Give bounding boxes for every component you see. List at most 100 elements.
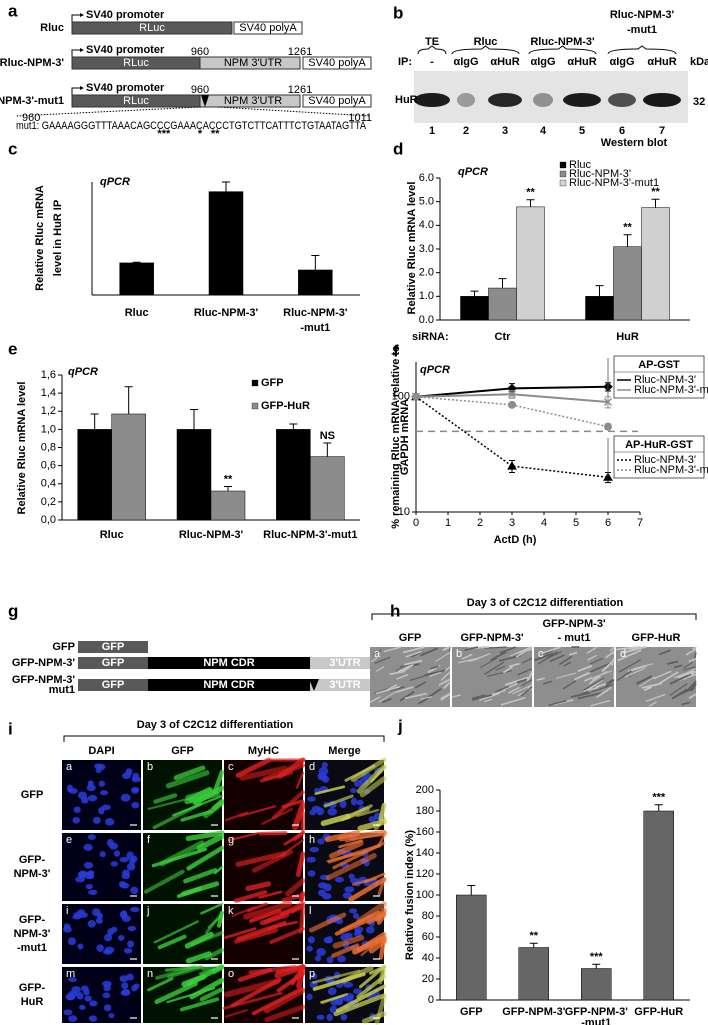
promoter-arrow: [71, 14, 80, 22]
lane-number: 2: [463, 125, 469, 137]
polya-box: [302, 56, 372, 70]
bar: [641, 207, 670, 321]
cell-streak: [424, 669, 447, 676]
nucleus: [110, 861, 118, 867]
image-letter: c: [228, 761, 234, 773]
myotube: [275, 965, 305, 974]
nucleus: [68, 788, 78, 794]
nucleus: [67, 937, 77, 946]
myotube: [377, 964, 387, 985]
cell-streak: [369, 696, 381, 703]
bar: [111, 413, 146, 521]
chart-annotation: qPCR: [420, 364, 450, 376]
myotube: [159, 840, 205, 867]
x-tick-label: GFP: [460, 1006, 483, 1018]
nucleus: [327, 808, 338, 816]
image-letter: m: [66, 968, 75, 980]
myotube: [332, 934, 365, 949]
lane-number: 4: [540, 125, 547, 137]
y-tick-label: 3.0: [419, 243, 434, 255]
protein-label: HuR: [395, 94, 418, 106]
cell-streak: [414, 681, 427, 689]
nucleus: [63, 1009, 73, 1016]
y-tick-label: 100: [392, 391, 410, 403]
cell-streak: [658, 649, 671, 656]
myotube: [272, 790, 305, 820]
nucleus: [76, 992, 84, 1000]
construct-part: [310, 679, 380, 691]
polya-box: [302, 94, 372, 108]
x-tick-label: Rluc-NPM-3'-mut1: [263, 529, 357, 541]
cell-streak: [490, 655, 499, 662]
myotube: [374, 907, 387, 922]
nucleus: [326, 956, 334, 964]
nucleus: [127, 925, 137, 932]
cell-streak: [592, 670, 613, 679]
group-brace: [607, 45, 677, 55]
panel-label: h: [390, 601, 400, 620]
cell-streak: [502, 682, 518, 691]
cell-streak: [375, 686, 400, 695]
cell-streak: [543, 651, 562, 661]
zoom-line: [217, 106, 371, 117]
myotube: [196, 833, 225, 851]
legend-swatch: [251, 379, 259, 387]
part-label: GFP: [102, 641, 125, 653]
image-letter: a: [66, 761, 73, 773]
nucleus: [80, 985, 89, 992]
myotube: [185, 951, 212, 964]
myotube: [224, 927, 257, 939]
cell-streak: [686, 680, 697, 692]
nucleus: [323, 936, 332, 944]
row-label: GFP: [21, 789, 44, 801]
nucleus: [336, 998, 344, 1006]
nucleus: [318, 767, 329, 776]
construct-part: [148, 657, 310, 669]
nucleus: [98, 807, 105, 815]
cell-streak: [641, 682, 663, 689]
utr-start: 960: [191, 84, 209, 96]
nucleus: [350, 797, 358, 806]
construct-name: Rluc-NPM-3': [0, 57, 64, 69]
nucleus: [129, 857, 136, 865]
marker: [412, 392, 420, 401]
y-tick-label: 1,2: [41, 405, 56, 417]
myotube: [360, 934, 386, 957]
image-letter: k: [228, 905, 234, 917]
cell-streak: [483, 661, 505, 676]
legend-swatch: [559, 161, 567, 169]
bar: [208, 191, 244, 296]
group-brace: [451, 45, 520, 55]
column-label: MyHC: [248, 745, 279, 757]
myotube: [153, 920, 199, 944]
nucleus: [84, 995, 92, 1002]
row-label-line: HuR: [21, 996, 44, 1008]
nucleus: [121, 872, 131, 880]
nucleus: [80, 796, 89, 804]
nucleus: [86, 784, 96, 792]
blot-band: [643, 93, 681, 107]
nucleus: [98, 780, 106, 787]
cell-streak: [624, 667, 645, 678]
myotube: [212, 769, 225, 795]
nucleus: [87, 919, 96, 928]
construct-name: GFP-NPM-3' mut1: [12, 674, 76, 696]
cell-streak: [520, 686, 533, 697]
error-bar: [595, 285, 604, 297]
myotube: [224, 811, 248, 822]
cell-streak: [402, 646, 425, 654]
chart-annotation: qPCR: [458, 166, 488, 178]
x-tick-label: 5: [573, 517, 579, 529]
myotube: [281, 892, 306, 903]
column-label: DAPI: [88, 745, 114, 757]
nucleus: [97, 763, 106, 771]
x-tick-label: HuR: [616, 331, 639, 343]
nucleus: [344, 886, 355, 893]
lane-group: Rluc-NPM-3' -mut1: [610, 9, 675, 36]
cell-streak: [653, 670, 672, 680]
cell-streak: [446, 646, 451, 650]
nucleus: [126, 863, 136, 871]
nucleus: [326, 1013, 333, 1022]
cell-streak: [404, 659, 423, 666]
nucleus: [88, 889, 98, 896]
